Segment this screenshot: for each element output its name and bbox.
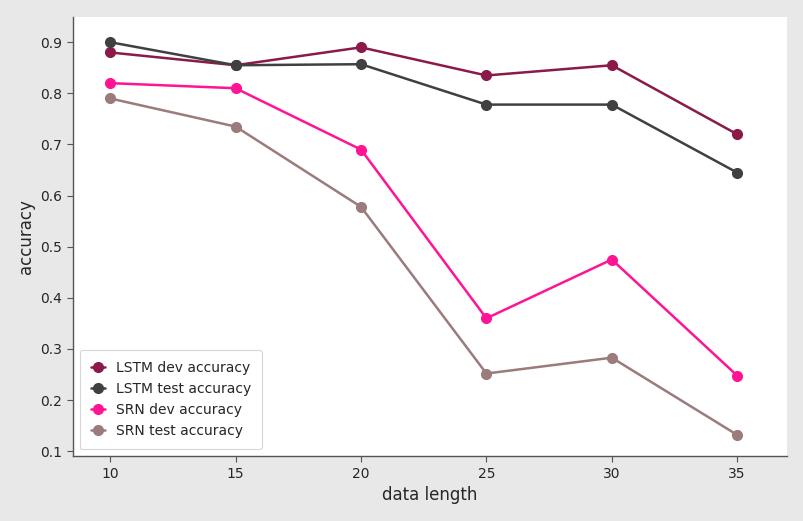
LSTM test accuracy (732, 169, 741, 176)
LSTM dev accuracy (105, 49, 115, 56)
SRN dev accuracy (105, 80, 115, 86)
X-axis label: data length: data length (381, 486, 477, 504)
Line: LSTM dev accuracy: LSTM dev accuracy (105, 43, 741, 139)
SRN test accuracy (356, 204, 365, 210)
SRN test accuracy (732, 432, 741, 438)
LSTM test accuracy (356, 61, 365, 67)
SRN test accuracy (481, 370, 491, 377)
LSTM test accuracy (230, 62, 240, 68)
LSTM dev accuracy (230, 62, 240, 68)
SRN dev accuracy (481, 315, 491, 321)
Y-axis label: accuracy: accuracy (17, 199, 35, 274)
SRN dev accuracy (230, 85, 240, 91)
Legend: LSTM dev accuracy, LSTM test accuracy, SRN dev accuracy, SRN test accuracy: LSTM dev accuracy, LSTM test accuracy, S… (79, 350, 262, 450)
Line: LSTM test accuracy: LSTM test accuracy (105, 38, 741, 178)
SRN test accuracy (230, 123, 240, 130)
LSTM test accuracy (105, 39, 115, 45)
Line: SRN dev accuracy: SRN dev accuracy (105, 78, 741, 380)
SRN dev accuracy (356, 146, 365, 153)
LSTM dev accuracy (481, 72, 491, 79)
Line: SRN test accuracy: SRN test accuracy (105, 94, 741, 440)
SRN dev accuracy (732, 373, 741, 379)
SRN test accuracy (105, 95, 115, 102)
SRN test accuracy (606, 355, 616, 361)
LSTM dev accuracy (356, 44, 365, 51)
LSTM dev accuracy (606, 62, 616, 68)
LSTM test accuracy (481, 102, 491, 108)
LSTM test accuracy (606, 102, 616, 108)
LSTM dev accuracy (732, 131, 741, 138)
SRN dev accuracy (606, 256, 616, 263)
